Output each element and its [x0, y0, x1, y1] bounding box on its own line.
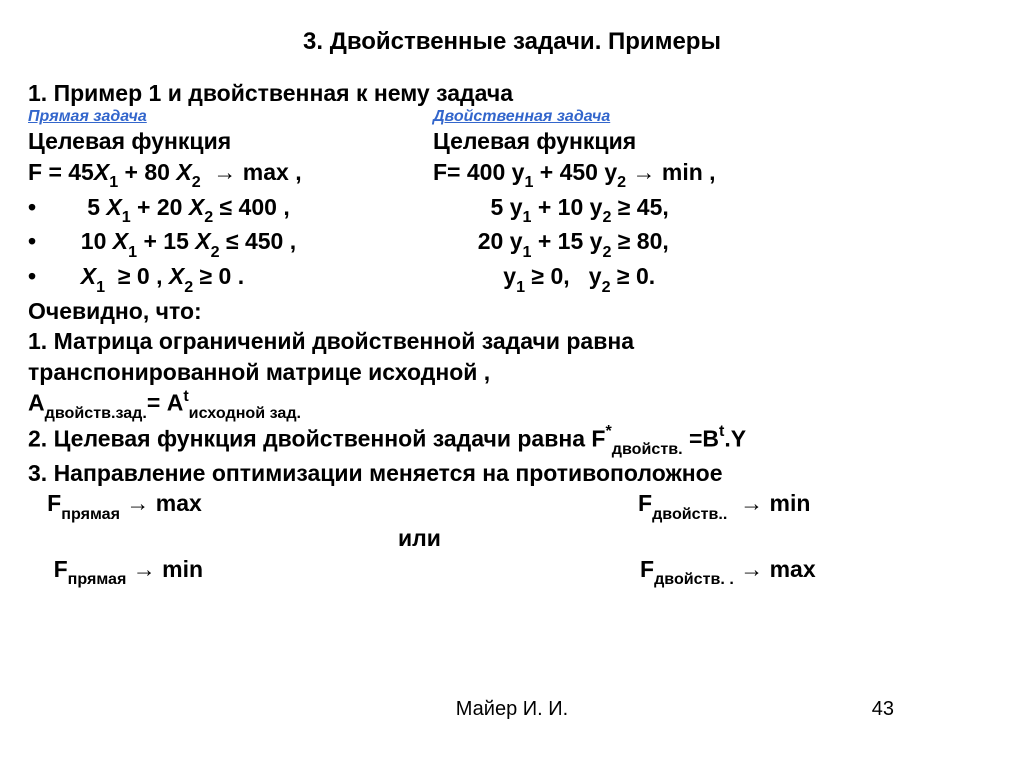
primal-constraint-1: • 5 X1 + 20 X2 ≤ 400 , [28, 192, 433, 227]
primal-constraint-2: • 10 X1 + 15 X2 ≤ 450 , [28, 226, 433, 261]
point-1a: 1. Матрица ограничений двойственной зада… [28, 326, 996, 356]
point-1b: транспонированной матрице исходной , [28, 357, 996, 387]
f-primal-max: Fпрямая → max [28, 488, 638, 523]
primal-obj-label: Целевая функция [28, 126, 433, 156]
dual-nonneg: у1 ≥ 0, у2 ≥ 0. [433, 261, 996, 296]
dual-constraint-1: 5 у1 + 10 у2 ≥ 45, [433, 192, 996, 227]
dual-objective: F= 400 у1 + 450 у2 → min , [433, 157, 996, 192]
dual-obj-label: Целевая функция [433, 126, 996, 156]
footer-page-number: 43 [872, 698, 894, 721]
point-3: 3. Направление оптимизации меняется на п… [28, 458, 996, 488]
line-intro: 1. Пример 1 и двойственная к нему задача [28, 78, 996, 108]
f-primal-min: Fпрямая → min [28, 554, 640, 589]
obvious-line: Очевидно, что: [28, 296, 996, 326]
f-dual-max: Fдвойств. . → max [640, 554, 816, 589]
primal-objective: F = 45X1 + 80 X2 → max , [28, 157, 433, 192]
primal-heading: Прямая задача [28, 108, 147, 125]
dual-constraint-2: 20 у1 + 15 у2 ≥ 80, [433, 226, 996, 261]
dual-heading: Двойственная задача [433, 108, 610, 125]
f-dual-min: Fдвойств.. → min [638, 488, 810, 523]
or-word: или [28, 523, 996, 553]
primal-nonneg: • X1 ≥ 0 , X2 ≥ 0 . [28, 261, 433, 296]
slide-title: 3. Двойственные задачи. Примеры [28, 28, 996, 56]
point-2: 2. Целевая функция двойственной задачи р… [28, 423, 996, 458]
matrix-eq: Aдвойств.зад.= Аtисходной зад. [28, 387, 996, 422]
footer-author: Майер И. И. [0, 698, 1024, 721]
